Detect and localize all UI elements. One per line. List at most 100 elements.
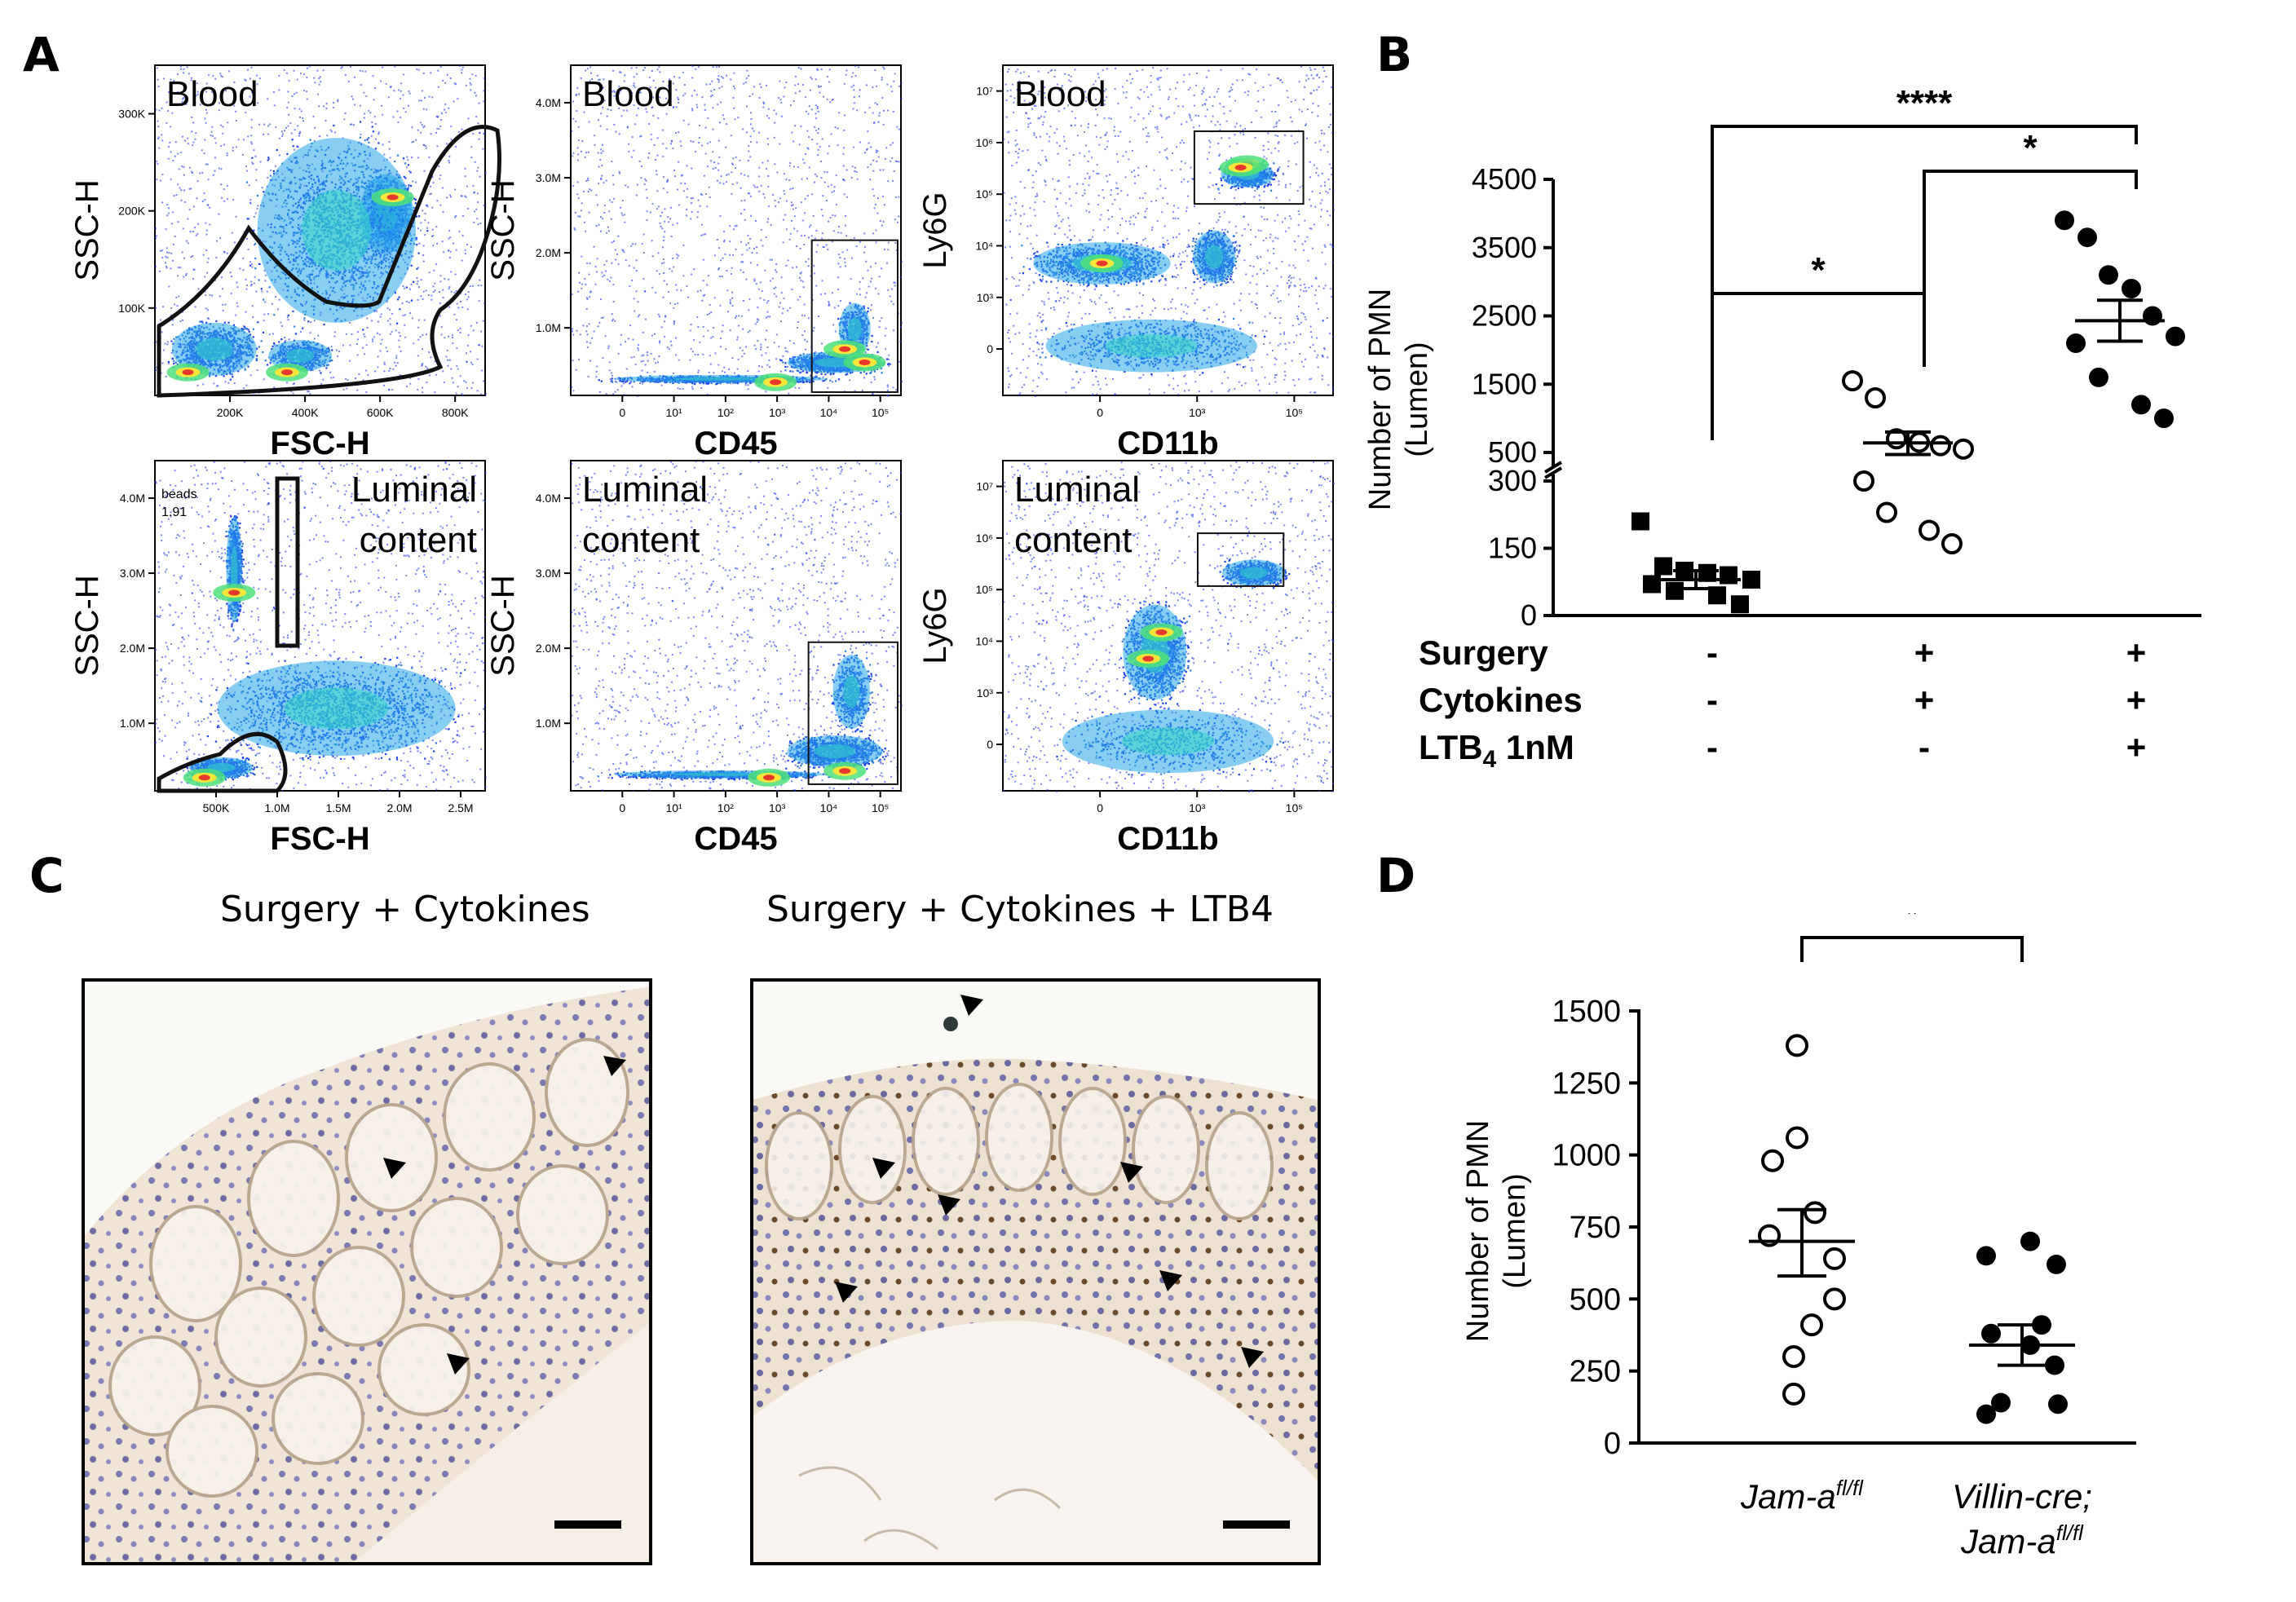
data-point <box>1666 581 1684 600</box>
data-point <box>1976 1404 1996 1424</box>
flow-plot-title: Luminal <box>351 470 477 510</box>
y-tick-label: 250 <box>1570 1355 1621 1389</box>
y-axis-label: Ly6G <box>917 192 953 268</box>
flow-plot-6: Luminal content 0 10³ 10⁵ 10⁷ 10⁶ 10⁵ 10⁴ 10³ 0 CD1… <box>917 460 1335 857</box>
x-tick-label: 10⁴ <box>820 406 838 419</box>
significance-label: * <box>2023 128 2038 168</box>
y-tick-label: 0 <box>987 342 993 355</box>
y-tick-label: 200K <box>118 205 145 218</box>
flow-plot-5: Luminal content 0 10¹ 10² 10³ 10⁴ 10⁵ 4.0M 3.0M 2.… <box>485 460 903 857</box>
y-tick-label: 500 <box>1570 1282 1621 1317</box>
panel-label-c: C <box>29 852 64 899</box>
y-tick-label: 1000 <box>1552 1139 1621 1173</box>
significance-bracket <box>1800 936 2024 962</box>
x-axis-label: FSC-H <box>270 426 369 461</box>
data-point <box>1742 571 1760 589</box>
data-point <box>1761 1149 1784 1172</box>
group-label-villin-cre: Villin-cre; <box>1952 1477 2092 1516</box>
panel-label-a: A <box>23 31 60 78</box>
y-axis-label: SSC-H <box>485 179 521 280</box>
y-tick-label: 1.0M <box>536 717 561 730</box>
y-tick-label: 4.0M <box>120 492 145 505</box>
y-tick-label: 10⁶ <box>976 532 993 545</box>
x-tick-label: 800K <box>442 406 469 419</box>
x-tick-label: 10³ <box>769 406 786 419</box>
x-tick-label: 0 <box>619 801 625 814</box>
data-point <box>1708 586 1726 605</box>
data-point <box>1698 563 1716 582</box>
event-density <box>1003 65 1335 397</box>
group-label-villin-cre-line2: Jam-afl/fl <box>1960 1520 2084 1560</box>
x-tick-label: 2.5M <box>448 801 473 814</box>
data-point <box>1654 557 1672 576</box>
y-tick-label: 4.0M <box>536 96 561 109</box>
y-tick-label: 3.0M <box>536 567 561 580</box>
x-tick-label: 10⁵ <box>872 406 889 419</box>
data-point <box>1853 470 1874 492</box>
y-tick-label: 2500 <box>1472 299 1537 333</box>
panel-b-chart: 500 1500 2500 3500 4500 0 150 300 Number of PMN(… <box>1363 83 2201 773</box>
y-tick-label: 3.0M <box>120 567 145 580</box>
axis-break-mark <box>1543 466 1563 479</box>
flow-plot-title: Blood <box>1014 74 1106 114</box>
y-axis-label: (Lumen) <box>1400 342 1434 457</box>
data-point <box>2154 408 2174 429</box>
condition-value: + <box>1914 681 1935 719</box>
x-axis-label: CD11b <box>1117 821 1219 857</box>
data-point <box>2020 1231 2040 1251</box>
y-tick-label: 2.0M <box>536 642 561 655</box>
x-tick-label: 10⁵ <box>1286 406 1303 419</box>
condition-row-label: Cytokines <box>1419 681 1583 719</box>
data-point <box>1842 370 1863 392</box>
event-density <box>571 65 903 397</box>
y-tick-label: 10⁷ <box>976 480 993 493</box>
flow-plot-title: content <box>582 520 700 560</box>
x-axis-label: CD11b <box>1117 426 1219 461</box>
data-point <box>2131 395 2151 415</box>
y-axis-label: Number of PMN <box>1363 289 1397 510</box>
y-tick-label: 1.0M <box>536 321 561 334</box>
data-point <box>1720 566 1737 585</box>
y-tick-label: 1250 <box>1552 1066 1621 1101</box>
x-axis-label: CD45 <box>694 821 777 857</box>
y-tick-label: 10⁵ <box>976 188 993 201</box>
data-point <box>1823 1247 1846 1270</box>
histology-image-surgery-cytokines-ltb4 <box>750 978 1321 1565</box>
condition-value: + <box>2126 728 2147 766</box>
panel-d-chart: 0 250 500 750 1000 1250 1500 Number of PMN (Lume… <box>1461 913 2136 1560</box>
data-point <box>1800 1313 1823 1337</box>
flow-plot-2: Blood 0 10¹ 10² 10³ 10⁴ 10⁵ 4.0M 3.0M 2.0M 1.0M CD4… <box>485 64 903 461</box>
x-tick-label: 10³ <box>1189 801 1206 814</box>
histology-title-left: Surgery + Cytokines <box>220 889 590 930</box>
data-point <box>1631 512 1649 531</box>
flow-plot-4: Luminal content beads 1.91 500K 1.0M 1.5M 2.0M 2… <box>69 460 487 857</box>
flow-plot-title: content <box>1014 520 1132 560</box>
gate-box <box>1196 532 1285 587</box>
y-tick-label: 2.0M <box>120 642 145 655</box>
y-axis-label: Number of PMN <box>1461 1120 1495 1342</box>
y-tick-label: 0 <box>987 738 993 751</box>
y-axis-label: Ly6G <box>917 587 953 664</box>
flow-plot-title: Blood <box>582 74 674 114</box>
x-axis-label: CD45 <box>694 426 777 461</box>
x-tick-label: 10³ <box>1189 406 1206 419</box>
data-point <box>1930 435 1951 457</box>
condition-row-label: Surgery <box>1419 633 1548 672</box>
data-point <box>1782 1345 1805 1368</box>
gate-box <box>1193 130 1305 205</box>
data-point <box>1991 1392 2011 1413</box>
x-tick-label: 10¹ <box>665 406 682 419</box>
gate-box <box>807 641 899 785</box>
data-point <box>1786 1126 1808 1150</box>
significance-bracket <box>1923 170 2138 367</box>
gate-outline <box>157 731 288 793</box>
y-tick-label: 500 <box>1488 435 1537 469</box>
data-point <box>1643 575 1661 594</box>
data-point <box>1786 1034 1808 1057</box>
x-tick-label: 10² <box>718 406 735 419</box>
gate-outline <box>275 476 300 648</box>
event-density <box>155 65 487 397</box>
event-density <box>155 461 487 792</box>
flow-plot-title: Blood <box>166 74 258 114</box>
event-density <box>571 461 903 792</box>
